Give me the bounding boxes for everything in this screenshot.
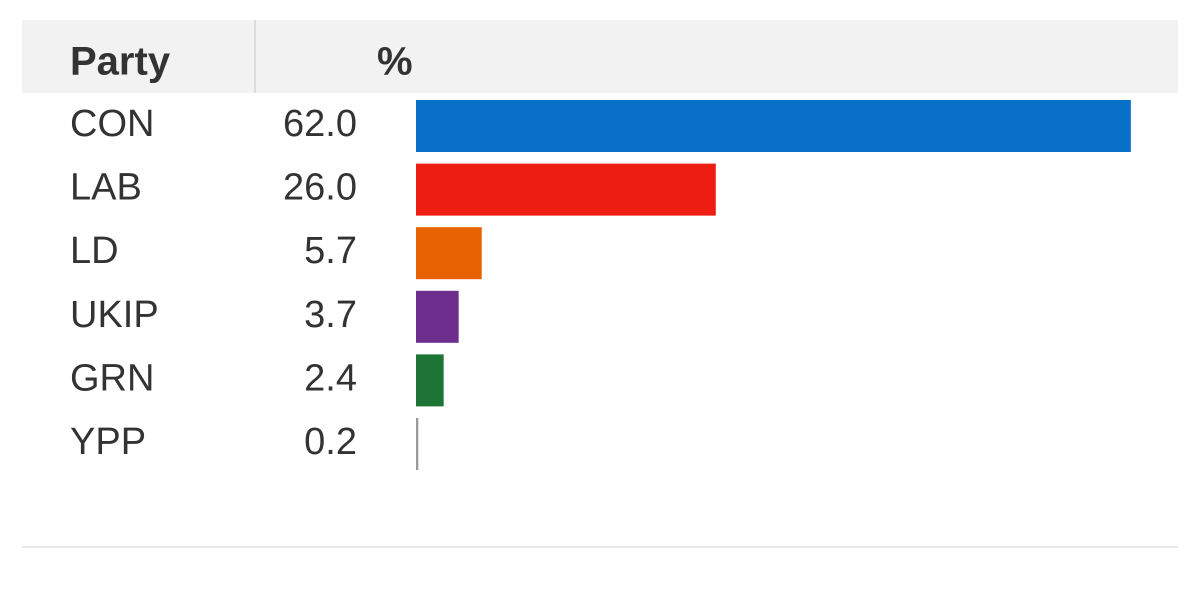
bar: [416, 100, 1131, 152]
party-label: LD: [70, 230, 119, 272]
bar: [416, 227, 482, 280]
party-label: YPP: [70, 421, 146, 463]
value-label: 26.0: [283, 167, 357, 209]
party-label: CON: [70, 103, 154, 145]
bar: [416, 418, 419, 470]
column-header: Party: [70, 40, 171, 84]
bar: [416, 354, 444, 407]
header-band: [22, 20, 1178, 93]
party-label: GRN: [70, 357, 154, 399]
column-header: %: [377, 40, 413, 84]
bar: [416, 163, 716, 216]
value-label: 62.0: [283, 103, 357, 145]
value-label: 5.7: [304, 230, 357, 272]
party-label: UKIP: [70, 294, 159, 336]
value-label: 2.4: [304, 357, 357, 399]
bar: [416, 290, 459, 343]
value-label: 3.7: [304, 294, 357, 336]
party-label: LAB: [70, 167, 142, 209]
value-label: 0.2: [304, 421, 357, 463]
